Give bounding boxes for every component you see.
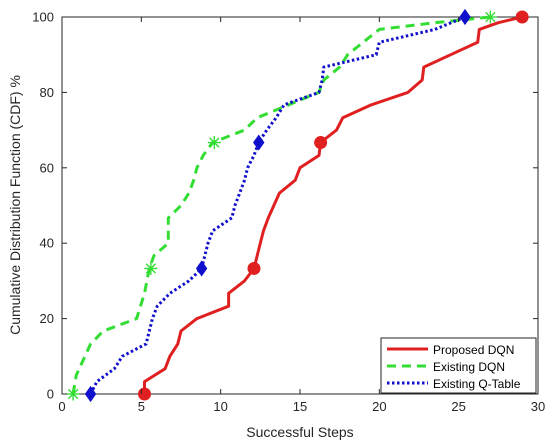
legend-swatches — [387, 347, 428, 385]
x-tick-label-1: 5 — [138, 399, 145, 414]
x-tick-label-5: 25 — [451, 399, 465, 414]
y-tick-label-1: 20 — [40, 311, 54, 326]
y-tick-label-4: 80 — [40, 85, 54, 100]
series-marker-existing-dqn-2-stroke-3 — [209, 137, 220, 148]
series-line-existing-q-table — [89, 15, 466, 395]
series-layer — [66, 8, 529, 403]
series-marker-existing-q-table-2 — [253, 134, 265, 151]
series-marker-existing-dqn-0 — [66, 387, 80, 401]
x-tick-label-6: 30 — [531, 399, 545, 414]
y-tick-label-0: 0 — [47, 387, 54, 402]
x-tick-label-2: 10 — [213, 399, 227, 414]
series-marker-proposed-dqn-1 — [247, 261, 261, 275]
series-marker-existing-dqn-3-stroke-3 — [485, 11, 496, 23]
y-tick-label-5: 100 — [32, 10, 54, 25]
legend-label-existing-q-table: Existing Q-Table — [433, 377, 521, 391]
y-tick-label-2: 40 — [40, 236, 54, 251]
plot-area — [61, 16, 539, 395]
series-marker-proposed-dqn-2 — [314, 136, 328, 150]
legend-label-proposed-dqn: Proposed DQN — [433, 343, 514, 357]
x-tick-label-3: 15 — [293, 399, 307, 414]
legend-label-existing-dqn: Existing DQN — [433, 360, 505, 374]
series-marker-proposed-dqn-3 — [515, 10, 529, 24]
legend: Proposed DQN Existing DQN Existing Q-Tab… — [380, 337, 537, 394]
series-marker-existing-q-table-1 — [195, 260, 208, 277]
series-line-existing-dqn — [71, 15, 491, 395]
series-marker-existing-q-table-3 — [459, 8, 471, 26]
y-axis-title: Cumulative Distribution Function (CDF) % — [7, 75, 23, 335]
y-tick-label-3: 60 — [40, 160, 54, 175]
axis-ticks: 0 5 10 15 20 25 30 0 20 40 60 80 100 — [32, 10, 545, 415]
x-tick-label-0: 0 — [58, 399, 65, 414]
series-marker-existing-dqn-2 — [207, 136, 221, 150]
series-marker-existing-q-table-0 — [84, 385, 97, 403]
x-axis-title: Successful Steps — [246, 424, 353, 440]
series-marker-existing-dqn-1-stroke-3 — [145, 263, 157, 274]
series-marker-existing-dqn-0-stroke-3 — [67, 388, 79, 400]
series-marker-existing-dqn-3 — [483, 10, 497, 24]
series-marker-existing-dqn-1 — [144, 261, 158, 275]
x-tick-label-4: 20 — [372, 399, 386, 414]
series-line-proposed-dqn — [143, 15, 523, 394]
